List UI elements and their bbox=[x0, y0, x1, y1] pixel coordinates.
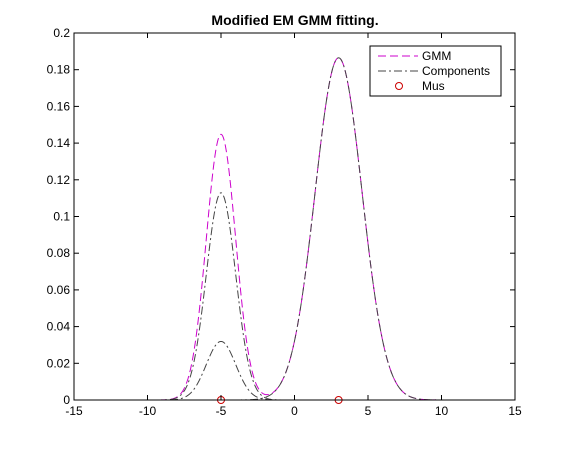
component-line-3 bbox=[74, 57, 515, 401]
component-line-2 bbox=[74, 340, 515, 401]
chart-title: Modified EM GMM fitting. bbox=[211, 12, 378, 28]
legend-swatch-mus bbox=[395, 82, 403, 90]
x-tick-label: 5 bbox=[365, 404, 372, 418]
y-tick-label: 0.04 bbox=[47, 320, 71, 334]
y-tick-label: 0.08 bbox=[47, 246, 71, 260]
gmm-line-0 bbox=[74, 57, 515, 401]
y-tick-label: 0 bbox=[63, 393, 70, 407]
legend-box bbox=[369, 45, 502, 97]
axes: -15 -10 -5 0 5 10 15 0 0.02 0.04 0.06 0.08 0.1 0.12 0.… bbox=[47, 26, 522, 418]
y-tick-label: 0.12 bbox=[47, 173, 71, 187]
y-tick-label: 0.02 bbox=[47, 356, 71, 370]
plot-area bbox=[74, 57, 515, 404]
legend-label-mus: Mus bbox=[422, 79, 445, 93]
x-tick-label: -5 bbox=[216, 404, 227, 418]
y-tick-label: 0.18 bbox=[47, 63, 71, 77]
y-tick-label: 0.14 bbox=[47, 136, 71, 150]
x-tick-label: 0 bbox=[291, 404, 298, 418]
legend-label-components: Components bbox=[422, 64, 490, 78]
x-tick-label: 10 bbox=[435, 404, 449, 418]
y-tick-label: 0.2 bbox=[53, 26, 70, 40]
legend-label-gmm: GMM bbox=[422, 49, 451, 63]
y-tick-label: 0.06 bbox=[47, 283, 71, 297]
components-line-1 bbox=[74, 192, 515, 401]
x-tick-label: -15 bbox=[65, 404, 83, 418]
y-tick-label: 0.16 bbox=[47, 99, 71, 113]
x-tick-label: -10 bbox=[139, 404, 157, 418]
x-tick-label: 15 bbox=[508, 404, 522, 418]
y-tick-label: 0.1 bbox=[53, 210, 70, 224]
